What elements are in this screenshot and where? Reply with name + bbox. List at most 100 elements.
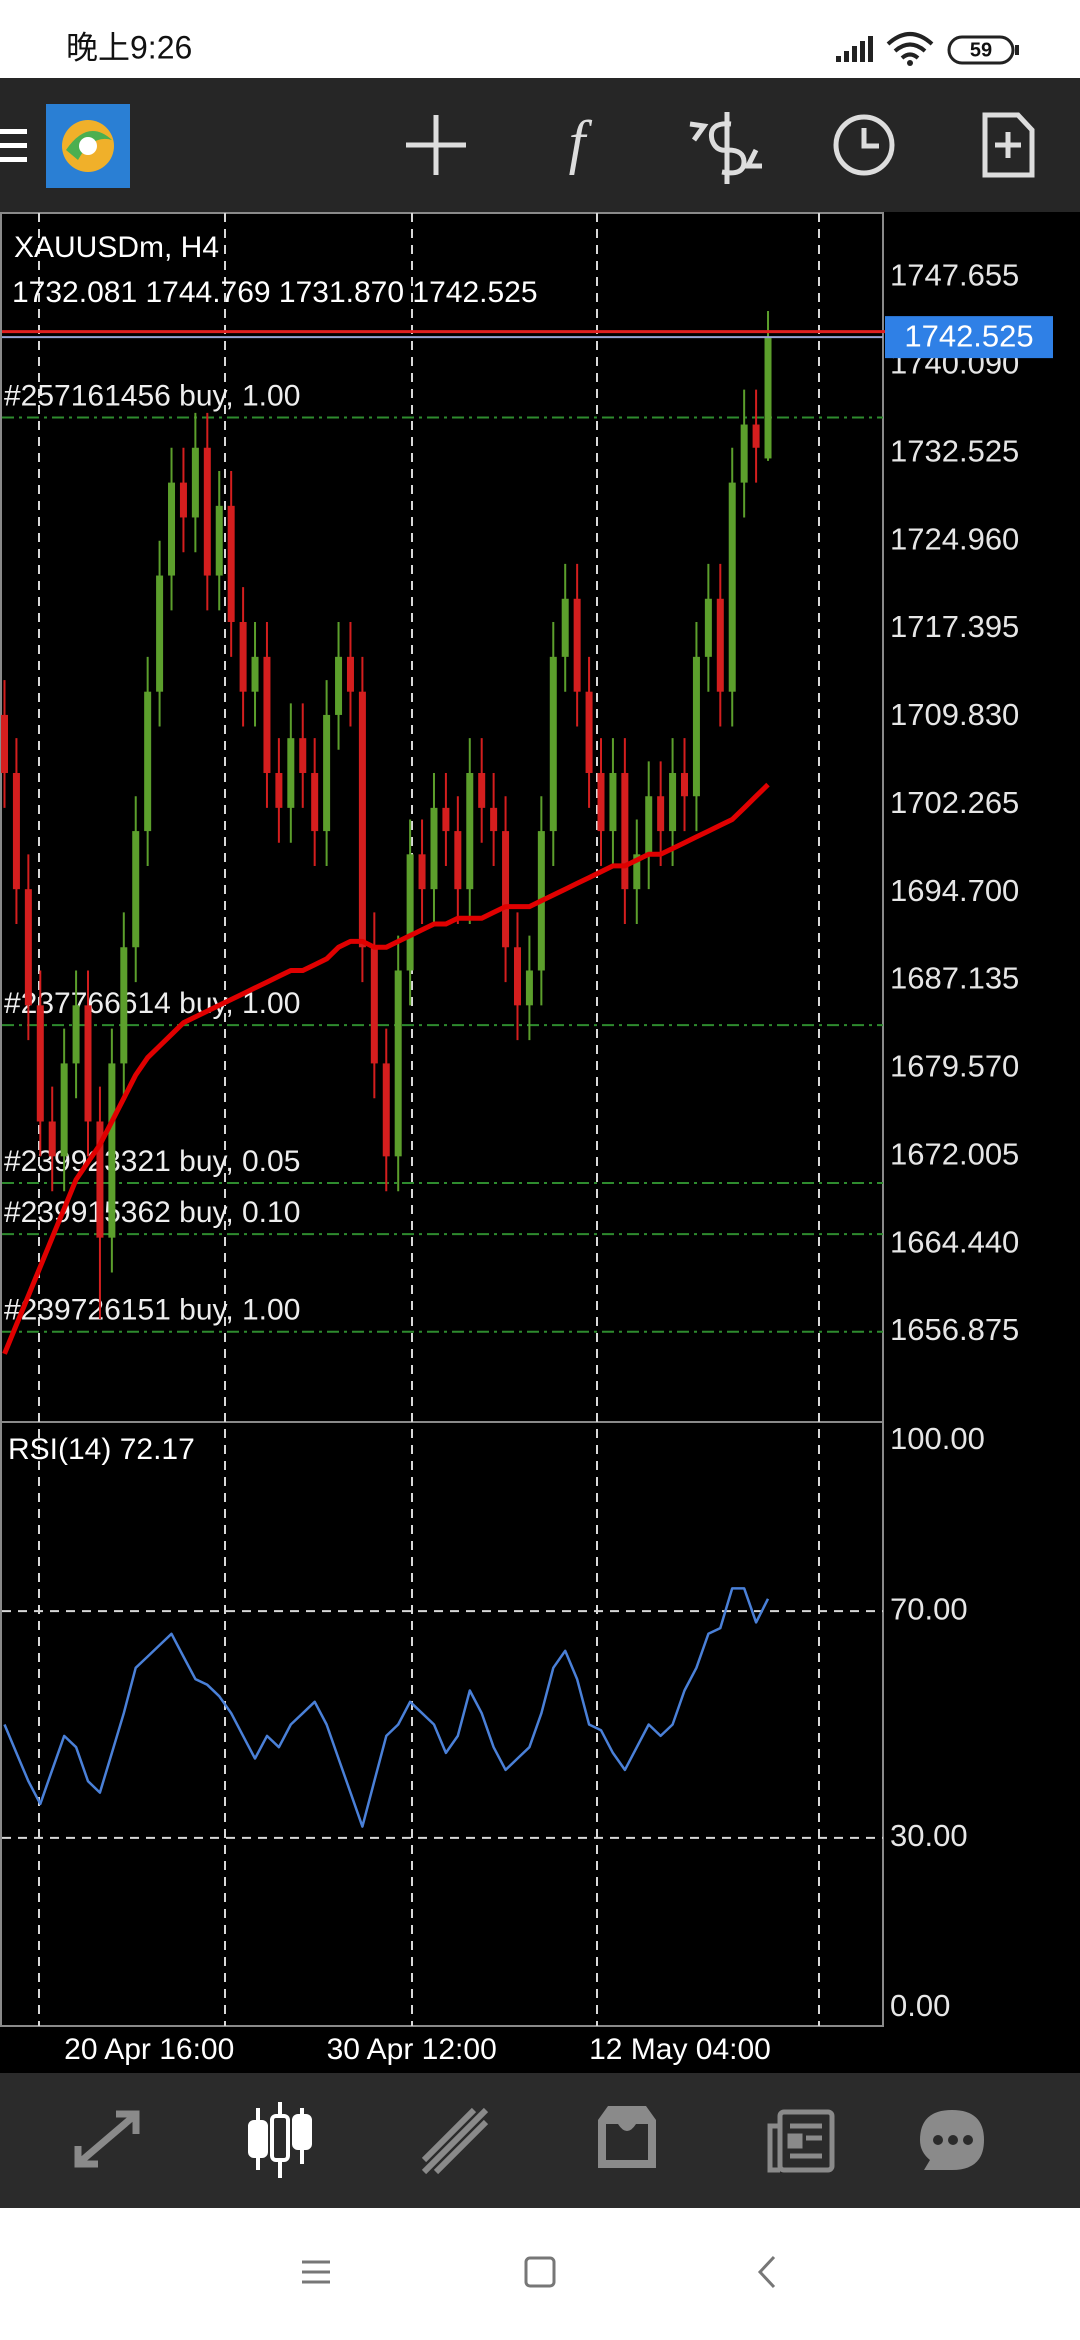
wifi-icon [886,32,934,60]
candle-body [60,1063,68,1157]
nav-back[interactable] [757,2255,776,2289]
chat-tab[interactable] [920,2110,984,2170]
rsi-title: RSI(14) 72.17 [8,1433,195,1466]
candle-body [490,807,498,832]
candle-body [406,854,414,971]
crosshair-button[interactable] [406,115,466,175]
y-tick-label: 1717.395 [890,609,1019,644]
order-label: #237766614 buy, 1.00 [4,987,300,1020]
candle-body [681,773,689,797]
candle-body [704,598,712,657]
chart-tab[interactable] [248,2102,312,2178]
x-tick-label: 12 May 04:00 [589,2033,771,2066]
menu-button[interactable] [0,129,27,162]
trade-tab[interactable] [421,2107,489,2175]
candle-body [179,482,187,518]
candle-body [740,424,748,483]
candle-body [728,482,736,692]
candle-body [430,807,438,890]
y-tick-label: 0.00 [890,1988,950,2023]
candle-body [621,773,629,890]
order-label: #257161456 buy, 1.00 [4,379,300,412]
candle-body [275,773,283,808]
chart-title: XAUUSDm, H4 [14,231,219,264]
y-tick-label: 100.00 [890,1421,985,1456]
chart-frame [0,212,884,2027]
news-tab[interactable] [767,2109,835,2173]
candle-body [561,598,569,657]
nav-menu[interactable] [302,2260,330,2284]
price-label-box [885,316,1053,359]
y-tick-label: 1679.570 [890,1049,1019,1084]
candle-body [442,807,450,832]
battery-icon [947,35,1015,65]
new-order-button[interactable] [982,112,1035,178]
candle-body [358,691,366,948]
candle-body [573,598,581,692]
candle-body [191,447,199,518]
y-tick-label: 1747.655 [890,258,1019,293]
battery-tip [1015,45,1019,55]
candle-body [168,482,176,576]
candle-body [549,656,557,832]
tab-bar [0,2073,1080,2208]
y-tick-label: 1732.525 [890,433,1019,468]
candle-body [84,1005,92,1122]
history-tab[interactable] [598,2106,656,2168]
candle-body [12,773,20,890]
candle-body [48,1121,56,1157]
y-tick-label: 30.00 [890,1818,968,1853]
order-label: #239915362 buy, 0.10 [4,1196,300,1229]
ohlc-label: 1732.081 1744.769 1731.870 1742.525 [12,276,538,309]
candle-body [132,831,140,948]
candle-body [752,424,760,448]
app-logo[interactable] [46,104,130,188]
candle-body [24,889,32,1006]
candle-body [669,773,677,832]
quotes-tab[interactable] [74,2110,140,2168]
candle-body [120,947,128,1064]
candle-body [346,656,354,692]
candle-body [108,1063,116,1238]
candle-body [227,505,235,623]
toolbar [0,78,1080,212]
candle-body [203,447,211,576]
candle-body [72,1005,80,1064]
candle-body [645,796,653,855]
nav-home[interactable] [524,2256,556,2288]
price-label: 1742.525 [904,318,1033,353]
candle-body [299,738,307,774]
y-tick-label: 70.00 [890,1591,968,1626]
candle-body [311,773,319,832]
y-tick-label: 1709.830 [890,697,1019,732]
candle-body [764,337,772,459]
history-button[interactable] [833,114,895,176]
candle-body [36,1005,44,1122]
candle-body [716,598,724,692]
status-bar [0,0,1080,78]
rsi-line [3,1587,770,1828]
battery-level: 59 [970,39,992,61]
y-tick-label: 1672.005 [890,1136,1019,1171]
nav-bar [0,2208,1080,2340]
candle-body [287,738,295,808]
candle-body [239,622,247,692]
candle-body [597,773,605,832]
time-grid [38,213,820,2026]
wifi-dot [907,60,913,66]
y-tick-label: 1687.135 [890,961,1019,996]
y-tick-label: 1694.700 [890,873,1019,908]
candle-body [454,831,462,890]
candle-body [513,947,521,1006]
candle-body [478,773,486,808]
candle-body [263,656,271,774]
trade-button[interactable] [689,112,762,184]
candle-body [215,505,223,576]
candle-body [502,831,510,948]
candle-body [156,575,164,692]
y-tick-label: 1664.440 [890,1224,1019,1259]
candle-body [418,854,426,890]
candle-body [525,970,533,1006]
